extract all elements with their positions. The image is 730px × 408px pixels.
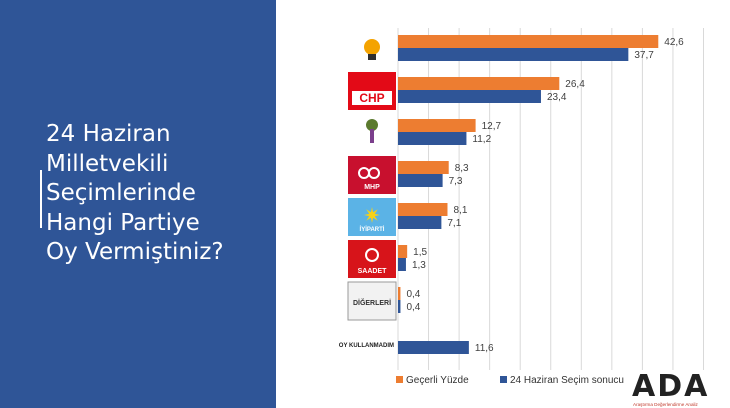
digerleri-box-icon [347,281,397,321]
title-line-5: Oy Vermiştiniz? [46,239,224,265]
saadet-crescent [365,248,379,262]
iyi-sun-star [364,207,380,223]
mhp-crescent [368,167,380,179]
data-label: 0,4 [406,289,420,300]
bar-gecerli [398,77,560,90]
data-label: 7,3 [449,176,463,187]
legend-label: 24 Haziran Seçim sonucu [510,375,624,386]
saadet-logo-text: SAADET [358,268,388,275]
ak-bulb-base [368,54,376,60]
bar-sonuc [398,300,401,313]
legend-label: Geçerli Yüzde [406,375,469,386]
data-label: 11,6 [475,343,494,354]
title-line-1: 24 Haziran [46,121,171,147]
data-label: 26,4 [565,79,585,90]
title-accent-bar [40,170,42,228]
legend-swatch [500,376,507,383]
data-label: 23,4 [547,92,567,103]
bar-sonuc [398,216,442,229]
bar-gecerli [398,203,448,216]
chart-legend: Geçerli Yüzde 24 Haziran Seçim sonucu [396,375,624,386]
title-line-3: Seçimlerinde [46,180,196,206]
bar-gecerli [398,119,476,132]
chp-text-box [352,91,392,105]
bar-sonuc [398,174,443,187]
ada-logo-letters: ADA [632,369,709,404]
party-logos: CHP MHP İYİPARTİ SAADET DİĞERLERİ OY KULLANMA… [339,30,397,349]
data-label: 1,5 [413,247,427,258]
bar-chart: CHP MHP İYİPARTİ SAADET DİĞERLERİ OY KULLANMA… [339,28,704,386]
title-line-2: Milletvekili [46,150,169,177]
ak-bulb-glass [364,39,380,55]
digerleri-logo-text: DİĞERLERİ [353,298,391,307]
chp-logo-text: CHP [359,91,384,105]
data-label: 42,6 [664,37,684,48]
bar-gecerli [398,287,401,300]
data-labels: 42,6 26,4 12,7 8,3 8,1 1,5 0,4 37,7 23,4 11,2 7,3 7… [406,37,684,354]
ada-logo-subtitle: Araştırma Değerlendirme Analiz [633,402,699,407]
mhp-crescents-icon [348,156,396,194]
hdp-tree-crown [366,119,378,131]
data-label: 0,4 [406,302,420,313]
ada-brand-logo: ADA Araştırma Değerlendirme Analiz [632,369,709,407]
hdp-tree-trunk [370,129,374,143]
data-label: 11,2 [472,134,491,145]
data-label: 12,7 [482,121,502,132]
page-title: 24 Haziran Milletvekili Seçimlerinde Han… [40,120,272,268]
data-label: 1,3 [412,260,426,271]
data-label: 37,7 [634,50,654,61]
data-label: 8,1 [453,205,467,216]
bar-sonuc [398,90,541,103]
bar-gecerli [398,245,408,258]
bar-gecerli [398,35,659,48]
bar-sonuc [398,341,469,354]
mhp-logo-text: MHP [364,184,380,191]
bar-sonuc [398,258,406,271]
bar-sonuc [398,48,629,61]
data-label: 8,3 [455,163,469,174]
iyi-logo-text: İYİPARTİ [360,226,385,233]
title-line-4: Hangi Partiye [46,209,200,236]
chart-bars [398,35,659,354]
bar-sonuc [398,132,467,145]
saadet-logo-icon [348,240,396,278]
legend-swatch [396,376,403,383]
category-label-oy-kullanmadim: OY KULLANMADIM [339,343,394,349]
title-panel: 24 Haziran Milletvekili Seçimlerinde Han… [0,0,276,408]
data-label: 7,1 [447,218,461,229]
bar-gecerli [398,161,449,174]
